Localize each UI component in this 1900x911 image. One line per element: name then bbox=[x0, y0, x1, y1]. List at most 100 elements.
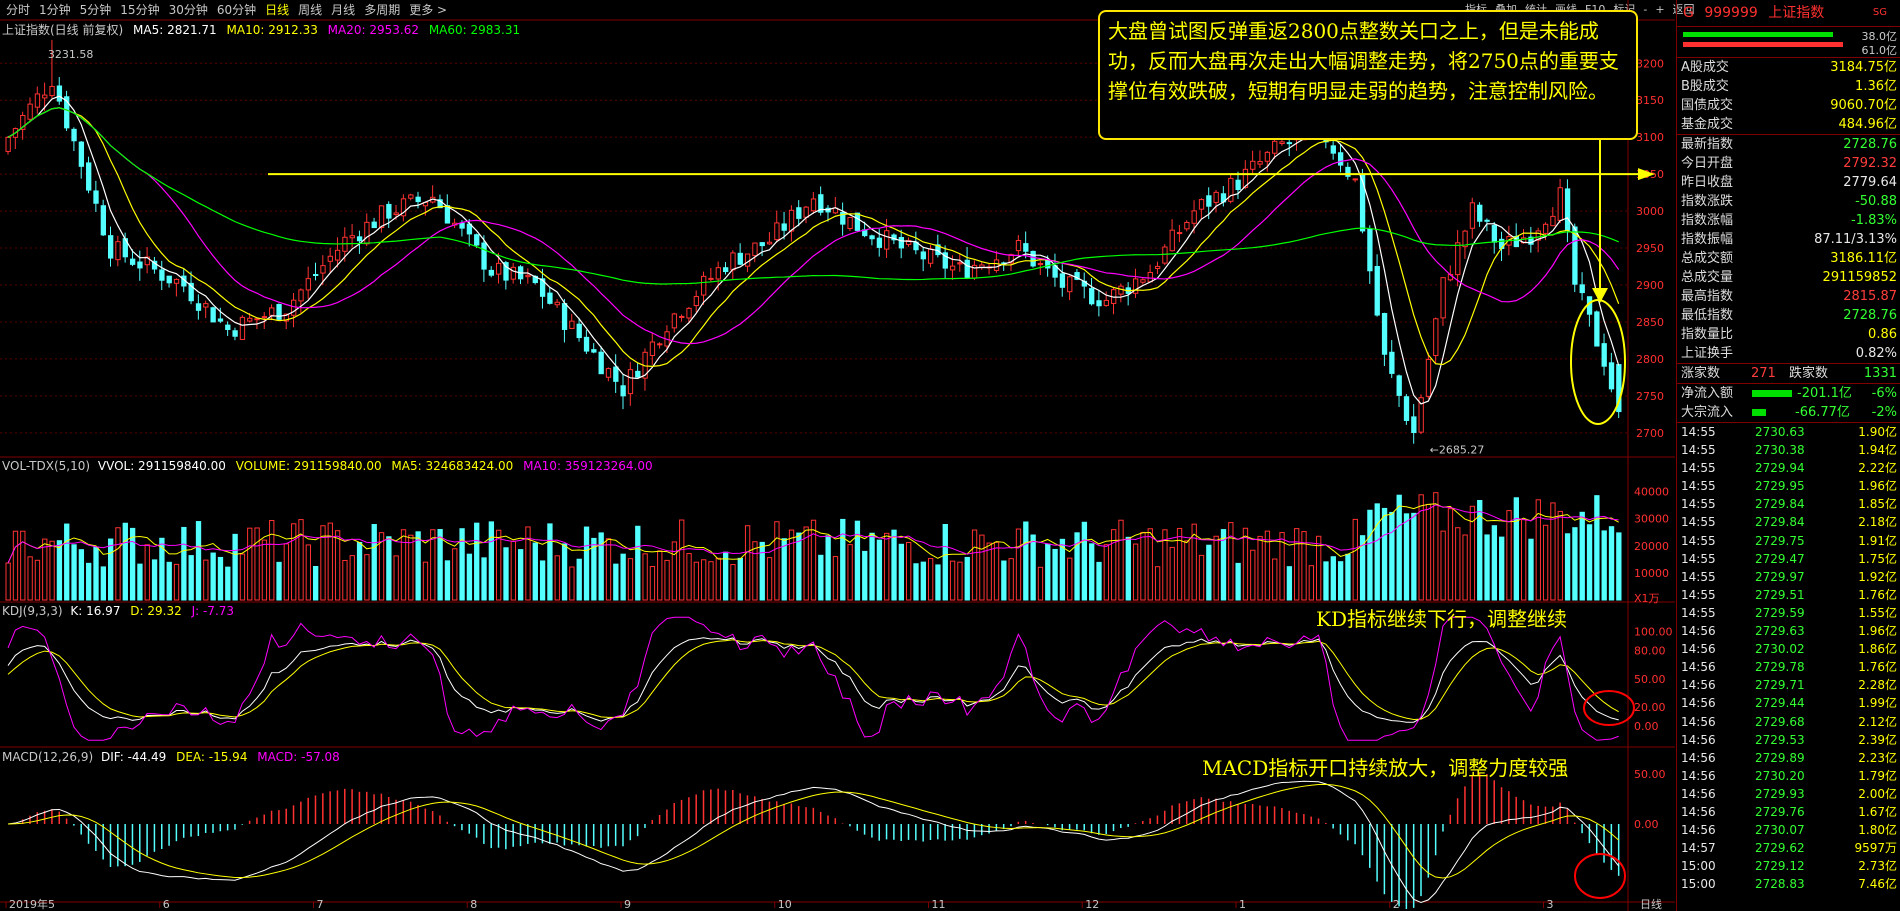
volume-bar bbox=[400, 529, 407, 601]
vol-ma5-label: MA5: 324683424.00 bbox=[391, 459, 514, 473]
tick-row: 14:56 2729.93 2.00亿 bbox=[1677, 785, 1900, 803]
quote-row-6: 总成交额 3186.11亿 bbox=[1677, 249, 1900, 268]
quote-row-0: 最新指数 2728.76 bbox=[1677, 135, 1900, 154]
candle-body bbox=[1455, 242, 1461, 276]
tick-row: 14:55 2730.63 1.90亿 bbox=[1677, 423, 1900, 441]
turnover-row-value: 484.96亿 bbox=[1838, 117, 1898, 132]
tool-7[interactable]: + bbox=[1655, 3, 1665, 16]
volume-bar bbox=[188, 555, 194, 601]
period-tab-8[interactable]: 月线 bbox=[331, 3, 356, 17]
period-toolbar: 分时 1分钟 5分钟 15分钟 30分钟 60分钟 日线 周线 月线 多周期 更多 > bbox=[0, 0, 1681, 20]
ma5-label: MA5: 2821.71 bbox=[133, 23, 217, 37]
candle-body bbox=[1206, 195, 1212, 207]
volume-bar bbox=[898, 543, 905, 601]
candle-body bbox=[1418, 397, 1424, 433]
volume-bar bbox=[1381, 507, 1388, 601]
period-tab-4[interactable]: 30分钟 bbox=[168, 3, 208, 17]
tick-row: 15:00 2729.12 2.73亿 bbox=[1677, 857, 1900, 875]
candle-body bbox=[598, 351, 604, 375]
candle-body bbox=[818, 194, 824, 213]
volume-bar bbox=[1023, 521, 1029, 601]
period-tab-2[interactable]: 5分钟 bbox=[79, 3, 112, 17]
moving-averages bbox=[7, 95, 1620, 405]
tick-price: 2730.63 bbox=[1755, 425, 1805, 439]
candle-body bbox=[993, 259, 1000, 271]
volume-bar bbox=[906, 541, 912, 601]
candle-body bbox=[327, 255, 333, 262]
candle-body bbox=[569, 320, 575, 329]
tick-price: 2730.20 bbox=[1755, 768, 1805, 783]
volume-bar bbox=[364, 554, 370, 601]
candle-body bbox=[305, 278, 311, 291]
volume-bar bbox=[993, 541, 1000, 601]
quote-row-value: 2728.76 bbox=[1843, 137, 1897, 152]
volume-bar bbox=[5, 562, 11, 601]
kdj-tick-label: 50.00 bbox=[1634, 673, 1666, 686]
tick-price: 2730.07 bbox=[1755, 823, 1805, 838]
ma20-line bbox=[7, 107, 1620, 345]
volume-bar bbox=[159, 537, 165, 601]
volume-bar bbox=[679, 519, 685, 601]
tick-time: 14:56 bbox=[1681, 750, 1716, 765]
candle-body bbox=[42, 94, 48, 99]
quote-row-11: 上证换手 0.82% bbox=[1677, 344, 1900, 363]
volume-bar bbox=[1542, 524, 1549, 601]
tick-time: 14:55 bbox=[1681, 425, 1716, 439]
candle-body bbox=[715, 267, 721, 280]
volume-bar bbox=[847, 544, 853, 601]
period-tab-1[interactable]: 1分钟 bbox=[39, 3, 71, 17]
volume-bar bbox=[1513, 497, 1520, 601]
quote-row-value: 3186.11亿 bbox=[1830, 251, 1897, 266]
volume-bar bbox=[554, 555, 560, 601]
candle-body bbox=[847, 217, 853, 230]
period-tab-7[interactable]: 周线 bbox=[298, 3, 323, 17]
candle-body bbox=[1074, 272, 1080, 280]
tick-volume: 1.55亿 bbox=[1858, 605, 1897, 620]
candle-body bbox=[408, 194, 414, 199]
block-flow-row: 大宗流入 -66.77亿 -2% bbox=[1677, 403, 1900, 422]
volume-bar bbox=[422, 561, 429, 601]
period-tab-0[interactable]: 分时 bbox=[6, 3, 31, 17]
tick-price: 2729.94 bbox=[1755, 461, 1805, 476]
quote-row-label: 指数振幅 bbox=[1681, 232, 1734, 247]
period-tab-9[interactable]: 多周期 bbox=[364, 3, 401, 17]
period-label: 日线 bbox=[1640, 897, 1662, 911]
quote-row-9: 最低指数 2728.76 bbox=[1677, 306, 1900, 325]
period-tab-10[interactable]: 更多 > bbox=[409, 3, 448, 17]
macd-annotation: MACD指标开口持续放大，调整力度较强 bbox=[1202, 756, 1569, 780]
volume-bar bbox=[408, 534, 414, 601]
tick-row: 14:56 2729.76 1.67亿 bbox=[1677, 803, 1900, 821]
tick-volume: 2.12亿 bbox=[1858, 714, 1897, 729]
period-tab-5[interactable]: 60分钟 bbox=[216, 3, 257, 17]
tick-volume: 1.85亿 bbox=[1858, 497, 1897, 512]
quote-row-1: 今日开盘 2792.32 bbox=[1677, 154, 1900, 173]
tool-8[interactable]: 返回 bbox=[1672, 3, 1695, 16]
quote-panel: G 999999 上证指数 SG 38.0亿 61.0亿 A股成交 3184.75… bbox=[1676, 0, 1900, 911]
x-axis-label: 10 bbox=[778, 898, 792, 911]
candle-body bbox=[1015, 239, 1022, 252]
volume-bar bbox=[1096, 561, 1102, 601]
kdj-tick-label: 100.00 bbox=[1634, 625, 1673, 638]
down-arrow-head bbox=[1592, 288, 1608, 303]
candle-body bbox=[210, 307, 216, 323]
tick-row: 14:56 2729.44 1.99亿 bbox=[1677, 694, 1900, 712]
vvol-label: VVOL: 291159840.00 bbox=[97, 459, 226, 473]
quote-row-label: 最新指数 bbox=[1681, 137, 1734, 152]
candle-body bbox=[1250, 160, 1256, 170]
tick-volume: 2.23亿 bbox=[1858, 750, 1897, 765]
volume-bar bbox=[1184, 540, 1190, 601]
volume-bar bbox=[796, 532, 802, 601]
tick-time: 14:56 bbox=[1681, 804, 1716, 819]
price-tick-label: 2750 bbox=[1636, 390, 1664, 403]
period-tab-6[interactable]: 日线 bbox=[265, 3, 290, 17]
tool-6[interactable]: - bbox=[1643, 3, 1648, 16]
turnover-row-3: 基金成交 484.96亿 bbox=[1677, 115, 1900, 134]
candle-body bbox=[1542, 223, 1549, 234]
volume-bar bbox=[744, 525, 751, 601]
main-annotation: 大盘曾试图反弹重返2800点整数关口之上，但是未能成功，反而大盘再次走出大幅调整… bbox=[1098, 10, 1638, 140]
candle-body bbox=[1557, 187, 1563, 221]
tick-time: 14:55 bbox=[1681, 461, 1716, 476]
volume-bar bbox=[312, 566, 319, 601]
period-tab-3[interactable]: 15分钟 bbox=[120, 3, 160, 17]
candle-body bbox=[217, 318, 224, 322]
